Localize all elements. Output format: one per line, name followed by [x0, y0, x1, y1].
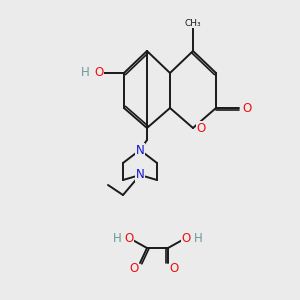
Text: H: H — [81, 67, 89, 80]
Text: O: O — [169, 262, 178, 275]
Text: H: H — [194, 232, 202, 244]
Text: O: O — [242, 101, 252, 115]
Text: O: O — [94, 67, 103, 80]
Text: O: O — [124, 232, 134, 244]
Text: N: N — [136, 169, 144, 182]
Text: O: O — [129, 262, 139, 275]
Text: O: O — [182, 232, 190, 244]
Text: O: O — [196, 122, 206, 134]
Text: H: H — [112, 232, 122, 244]
Text: N: N — [136, 143, 144, 157]
Text: CH₃: CH₃ — [185, 19, 201, 28]
